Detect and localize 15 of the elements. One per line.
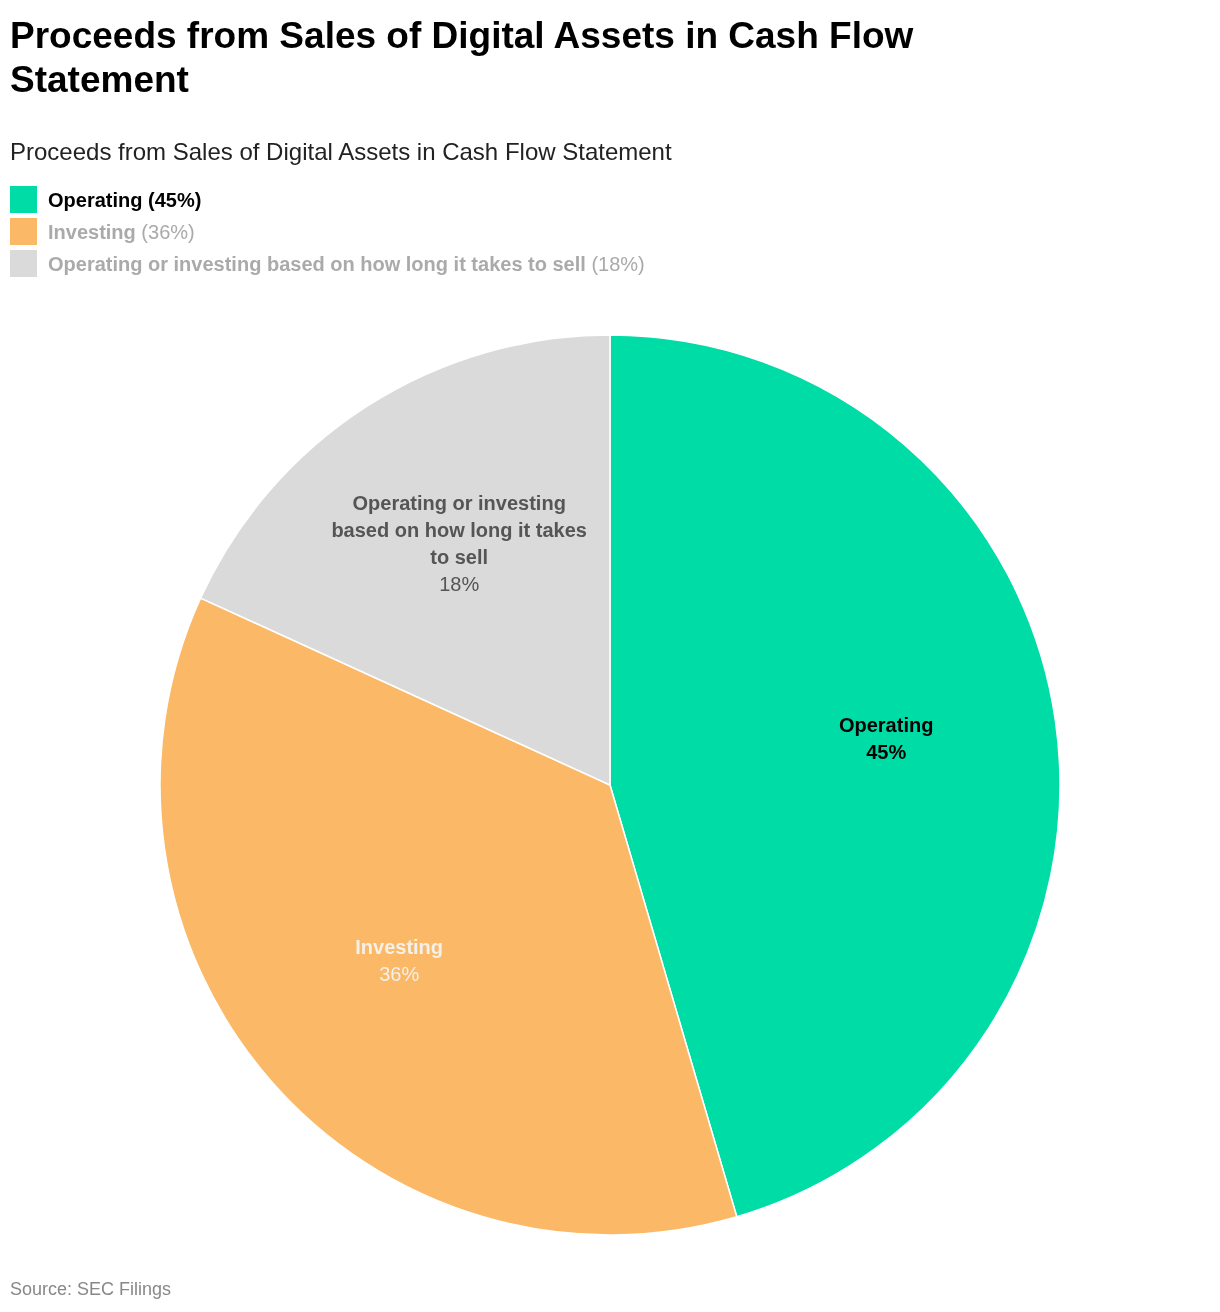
slice-label: Investing <box>355 936 444 959</box>
slice-label: Operating or investing based on how long it takes to sell <box>331 491 587 568</box>
chart-title: Proceeds from Sales of Digital Assets in Cash Flow Statement <box>10 15 914 100</box>
legend-label: Operating <box>48 189 143 211</box>
source-note: Source: SEC Filings <box>10 1279 172 1299</box>
text: (18%) <box>585 253 645 275</box>
text: (36%) <box>135 221 195 243</box>
slice-label: Operating <box>838 713 934 736</box>
data-label: 45% <box>866 740 907 763</box>
text: (45%) <box>142 189 202 211</box>
legend-label: Investing <box>48 221 136 243</box>
data-label: 36% <box>379 963 420 986</box>
chart-subtitle: Proceeds from Sales of Digital Assets in Cash Flow Statement <box>10 138 672 165</box>
data-label: 18% <box>439 572 480 595</box>
legend-label: Operating or investing based on how long it takes to sell <box>48 253 586 275</box>
